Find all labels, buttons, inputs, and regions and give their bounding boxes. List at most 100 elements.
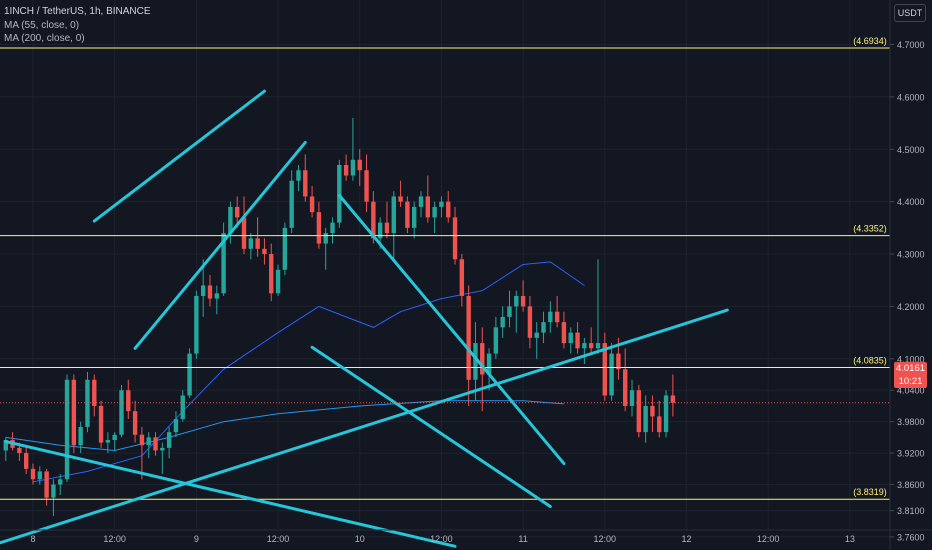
price-tick-10: 3.8600 [897,480,925,490]
price-axis: 4.7000 4.6000 4.5000 4.4000 4.3000 4.2000 4.10… [890,40,925,542]
time-tick-8: 12 [681,534,691,544]
candle-body-39 [269,254,274,294]
candle-body-68 [466,295,471,380]
price-tick-9: 3.9200 [897,449,925,459]
time-tick-5: 12:00 [430,534,453,544]
candle-body-61 [418,196,424,207]
candle-body-50 [343,165,349,176]
level-label-0: (4.6934) [853,36,887,46]
price-tick-1: 4.6000 [897,92,925,102]
candle-body-42 [289,180,294,228]
time-tick-6: 11 [518,534,527,544]
symbol-title: 1INCH / TetherUS, 1h, BINANCE [4,6,151,17]
candle-body-66 [452,217,458,260]
candle-body-86 [588,343,594,349]
price-tick-5: 4.2000 [897,302,925,312]
price-tick-8: 3.9800 [897,417,925,427]
candle-body-33 [228,206,233,234]
candle-body-16 [112,434,117,440]
candle-body-9 [64,379,70,480]
price-tick-4: 4.3000 [897,250,925,260]
last-price-tag: 4.0161 10:21 [894,362,927,388]
candle-body-95 [650,405,655,417]
candle-body-55 [377,222,383,239]
candle-body-15 [105,440,111,443]
level-label-2: (4.0835) [853,355,887,365]
price-tick-11: 3.8100 [897,506,925,516]
level-label-1: (4.3352) [853,224,887,234]
candle-body-22 [153,437,158,451]
level-label-bg-0 [853,34,887,47]
trendline-0 [92,89,266,223]
last-price-value: 4.0161 [895,363,926,374]
candle-body-96 [657,416,662,433]
candle-body-43 [296,170,301,181]
candle-body-14 [98,405,104,443]
candle-body-34 [235,206,240,218]
candle-body-79 [541,322,546,333]
candle-body-7 [51,484,56,498]
time-tick-2: 9 [194,534,199,544]
time-tick-3: 12:00 [267,534,290,544]
price-tick-3: 4.4000 [897,197,925,207]
candle-body-73 [500,316,505,328]
trendline-5 [4,440,457,548]
candle-body-12 [85,379,90,427]
time-axis: 8 12:00 9 12:00 10 12:00 11 12:00 12 12:00 13 [0,529,932,544]
candle-body-27 [187,353,192,396]
candle-body-56 [384,222,390,234]
candle-body-23 [160,447,165,451]
candle-body-54 [371,201,376,239]
candle-body-38 [262,248,267,255]
candle-body-94 [643,405,648,433]
candle-body-44 [303,170,308,197]
candle-body-24 [166,432,172,448]
price-tick-6: 4.1000 [897,354,925,364]
candle-body-17 [119,390,124,435]
candle-body-25 [173,419,179,433]
candle-body-46 [316,212,322,244]
candle-body-83 [568,332,573,344]
candle-body-92 [629,390,635,406]
candle-body-87 [595,343,601,349]
candle-body-63 [432,206,437,218]
candle-body-49 [337,165,342,223]
candle-body-40 [275,269,281,294]
candle-body-93 [636,390,642,433]
candle-body-4 [30,468,36,480]
candle-body-78 [534,332,539,338]
candle-body-11 [78,426,83,446]
level-label-bg-1 [853,222,887,235]
candle-body-89 [609,353,614,396]
candle-body-3 [23,453,29,469]
candle-body-98 [670,395,676,403]
ma-line-0 [32,261,585,483]
candle-body-6 [44,471,49,498]
candle-body-30 [207,285,213,299]
candle-body-69 [473,343,478,380]
candle-body-53 [364,170,369,202]
trendline-2 [337,193,566,466]
candle-body-31 [214,293,219,299]
price-tick-12: 3.7600 [897,532,925,542]
candle-body-5 [37,471,43,480]
candle-body-85 [582,343,587,349]
price-tick-7: 4.0400 [897,386,925,396]
candle-body-41 [282,227,288,270]
candle-body-48 [330,222,335,234]
candle-body-59 [405,201,410,228]
currency-button[interactable]: USDT [894,4,926,22]
trendline-1 [133,140,307,350]
candle-body-74 [507,306,512,317]
time-tick-10: 13 [845,534,855,544]
candle-body-57 [391,196,396,234]
ma200-legend: MA (200, close, 0) [4,33,85,44]
candle-body-88 [602,343,607,396]
price-tick-0: 4.7000 [897,40,925,50]
candle-body-51 [350,159,356,176]
candle-body-84 [575,332,580,349]
time-tick-9: 12:00 [757,534,780,544]
candle-body-82 [561,322,567,344]
horizontal-levels: (4.6934) (4.3352) (4.0835) (3.8319) [0,34,890,500]
